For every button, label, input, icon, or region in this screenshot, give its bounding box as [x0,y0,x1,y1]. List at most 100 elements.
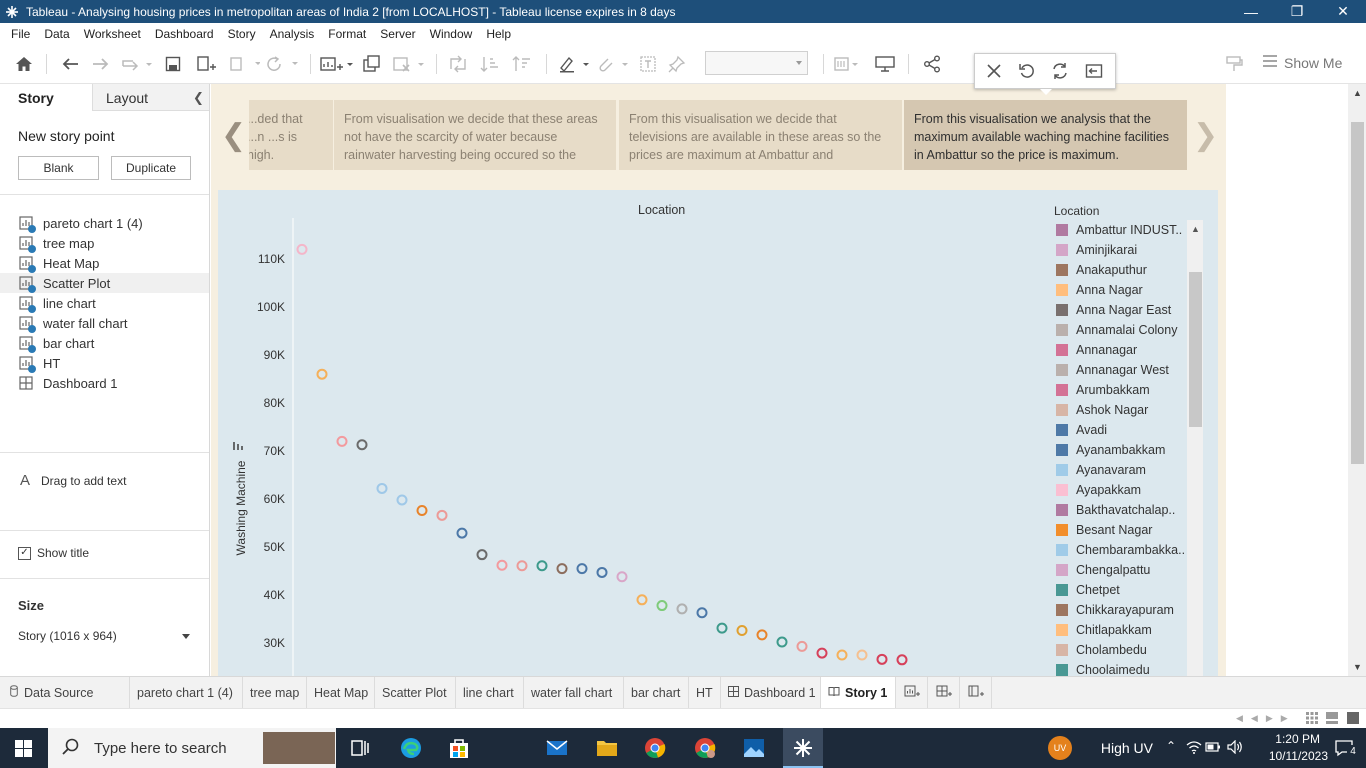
restore-button[interactable]: ❐ [1290,3,1304,19]
legend-item[interactable]: Ashok Nagar [1056,400,1186,420]
legend-item[interactable]: Chitlapakkam [1056,620,1186,640]
scatter-point[interactable] [556,563,568,575]
tab-sheet[interactable]: bar chart [624,677,689,708]
menu-window[interactable]: Window [429,26,473,41]
file-explorer-icon[interactable] [595,736,619,760]
sheet-item[interactable]: tree map [0,233,209,253]
duplicate-button[interactable]: Duplicate [111,156,191,180]
swap-rows-columns-icon[interactable] [446,52,470,76]
tab-sheet[interactable]: Scatter Plot [375,677,456,708]
scatter-point[interactable] [436,509,448,521]
save-as-new-icon[interactable] [1085,62,1103,83]
menu-data[interactable]: Data [44,26,70,41]
delete-story-point-icon[interactable] [985,62,1003,83]
show-me-button[interactable]: Show Me [1262,54,1342,71]
legend-item[interactable]: Bakthavatchalap.. [1056,500,1186,520]
edge-browser-icon[interactable] [399,736,423,760]
pause-updates-icon[interactable] [226,52,262,76]
collapse-pane-icon[interactable]: ❮ [193,90,204,105]
save-icon[interactable] [162,52,184,76]
scatter-point[interactable] [356,439,368,451]
legend-scroll-thumb[interactable] [1189,272,1202,427]
legend-item[interactable]: Chikkarayapuram [1056,600,1186,620]
scatter-point[interactable] [496,559,508,571]
legend-item[interactable]: Ayapakkam [1056,480,1186,500]
show-tabs-icon[interactable] [1347,712,1359,727]
chrome-profile-icon[interactable] [693,736,717,760]
scatter-point[interactable] [656,600,668,612]
scatter-point[interactable] [336,435,348,447]
legend-item[interactable]: Ambattur INDUST.. [1056,220,1186,240]
next-story-point-icon[interactable]: ❯ [1193,118,1219,153]
show-sheet-sorter-icon[interactable] [1326,712,1338,727]
scatter-point[interactable] [816,647,828,659]
legend-item[interactable]: Anna Nagar East [1056,300,1186,320]
scatter-point[interactable] [616,571,628,583]
presentation-mode-icon[interactable] [873,52,897,76]
tab-sheet[interactable]: tree map [243,677,307,708]
scatter-point[interactable] [856,649,868,661]
show-mark-labels-icon[interactable] [636,52,660,76]
menu-story[interactable]: Story [227,26,256,41]
sheet-item[interactable]: water fall chart [0,313,209,333]
legend-item[interactable]: Chetpet [1056,580,1186,600]
story-point-caption[interactable]: From visualisation we decide that these … [334,100,616,170]
tab-navigation-icons[interactable]: ◀◀▶▶ [1236,713,1296,723]
scatter-point[interactable] [516,560,528,572]
tab-sheet[interactable]: pareto chart 1 (4) [130,677,243,708]
minimize-button[interactable]: — [1244,3,1258,20]
fit-dropdown[interactable] [705,51,808,75]
story-size-select[interactable]: Story (1016 x 964) [18,629,193,647]
legend-item[interactable]: Ayanambakkam [1056,440,1186,460]
share-icon[interactable] [920,52,944,76]
tab-sheet[interactable]: HT [689,677,721,708]
legend-item[interactable]: Chengalpattu [1056,560,1186,580]
volume-icon[interactable] [1227,739,1243,757]
tab-sheet[interactable]: Heat Map [307,677,375,708]
scatter-point[interactable] [316,368,328,380]
scatter-point[interactable] [896,654,908,666]
tab-dashboard[interactable]: Dashboard 1 [721,677,821,708]
show-filmstrip-icon[interactable] [1306,712,1318,727]
menu-dashboard[interactable]: Dashboard [154,26,214,41]
redo-arrow-icon[interactable] [89,52,113,76]
legend-item[interactable]: Choolaimedu [1056,660,1186,676]
menu-file[interactable]: File [11,26,31,41]
sheet-item[interactable]: pareto chart 1 (4) [0,213,209,233]
tab-layout[interactable]: Layout [92,84,209,111]
new-story-tab-button[interactable] [960,677,992,708]
scatter-point[interactable] [696,607,708,619]
task-view-icon[interactable] [348,736,372,760]
refresh-icon[interactable] [264,52,300,76]
pin-axes-icon[interactable] [665,52,689,76]
menu-server[interactable]: Server [380,26,416,41]
legend-item[interactable]: Annamalai Colony [1056,320,1186,340]
chevron-up-icon[interactable]: ▲ [1353,88,1362,98]
clock-date[interactable]: 10/11/2023 [1268,749,1328,763]
scatter-point[interactable] [736,625,748,637]
story-point-caption[interactable]: ...ded that ...n ...s is high. [249,100,333,170]
scatter-point[interactable] [776,636,788,648]
format-painter-icon[interactable] [1222,52,1246,76]
legend-item[interactable]: Cholambedu [1056,640,1186,660]
scatter-point[interactable] [576,563,588,575]
legend-item[interactable]: Anakaputhur [1056,260,1186,280]
menu-analysis[interactable]: Analysis [269,26,315,41]
windows-start-icon[interactable] [15,740,32,760]
tab-story-active[interactable]: Story 1 [821,677,896,708]
vertical-scrollbar[interactable]: ▲ ▼ [1348,84,1366,676]
story-point-caption[interactable]: From this visualisation we decide that t… [619,100,902,170]
sheet-item[interactable]: Scatter Plot [0,273,209,293]
legend-item[interactable]: Aminjikarai [1056,240,1186,260]
scatter-point[interactable] [476,549,488,561]
previous-story-point-icon[interactable]: ❮ [221,118,247,153]
close-window-button[interactable]: ✕ [1337,3,1349,19]
new-worksheet-tab-button[interactable] [896,677,928,708]
mail-icon[interactable] [545,736,569,760]
scatter-point[interactable] [296,243,308,255]
home-icon[interactable] [12,52,36,76]
wifi-icon[interactable] [1186,740,1202,757]
tab-data-source[interactable]: Data Source [0,677,130,708]
sheet-item[interactable]: Heat Map [0,253,209,273]
new-worksheet-icon[interactable] [318,52,354,76]
